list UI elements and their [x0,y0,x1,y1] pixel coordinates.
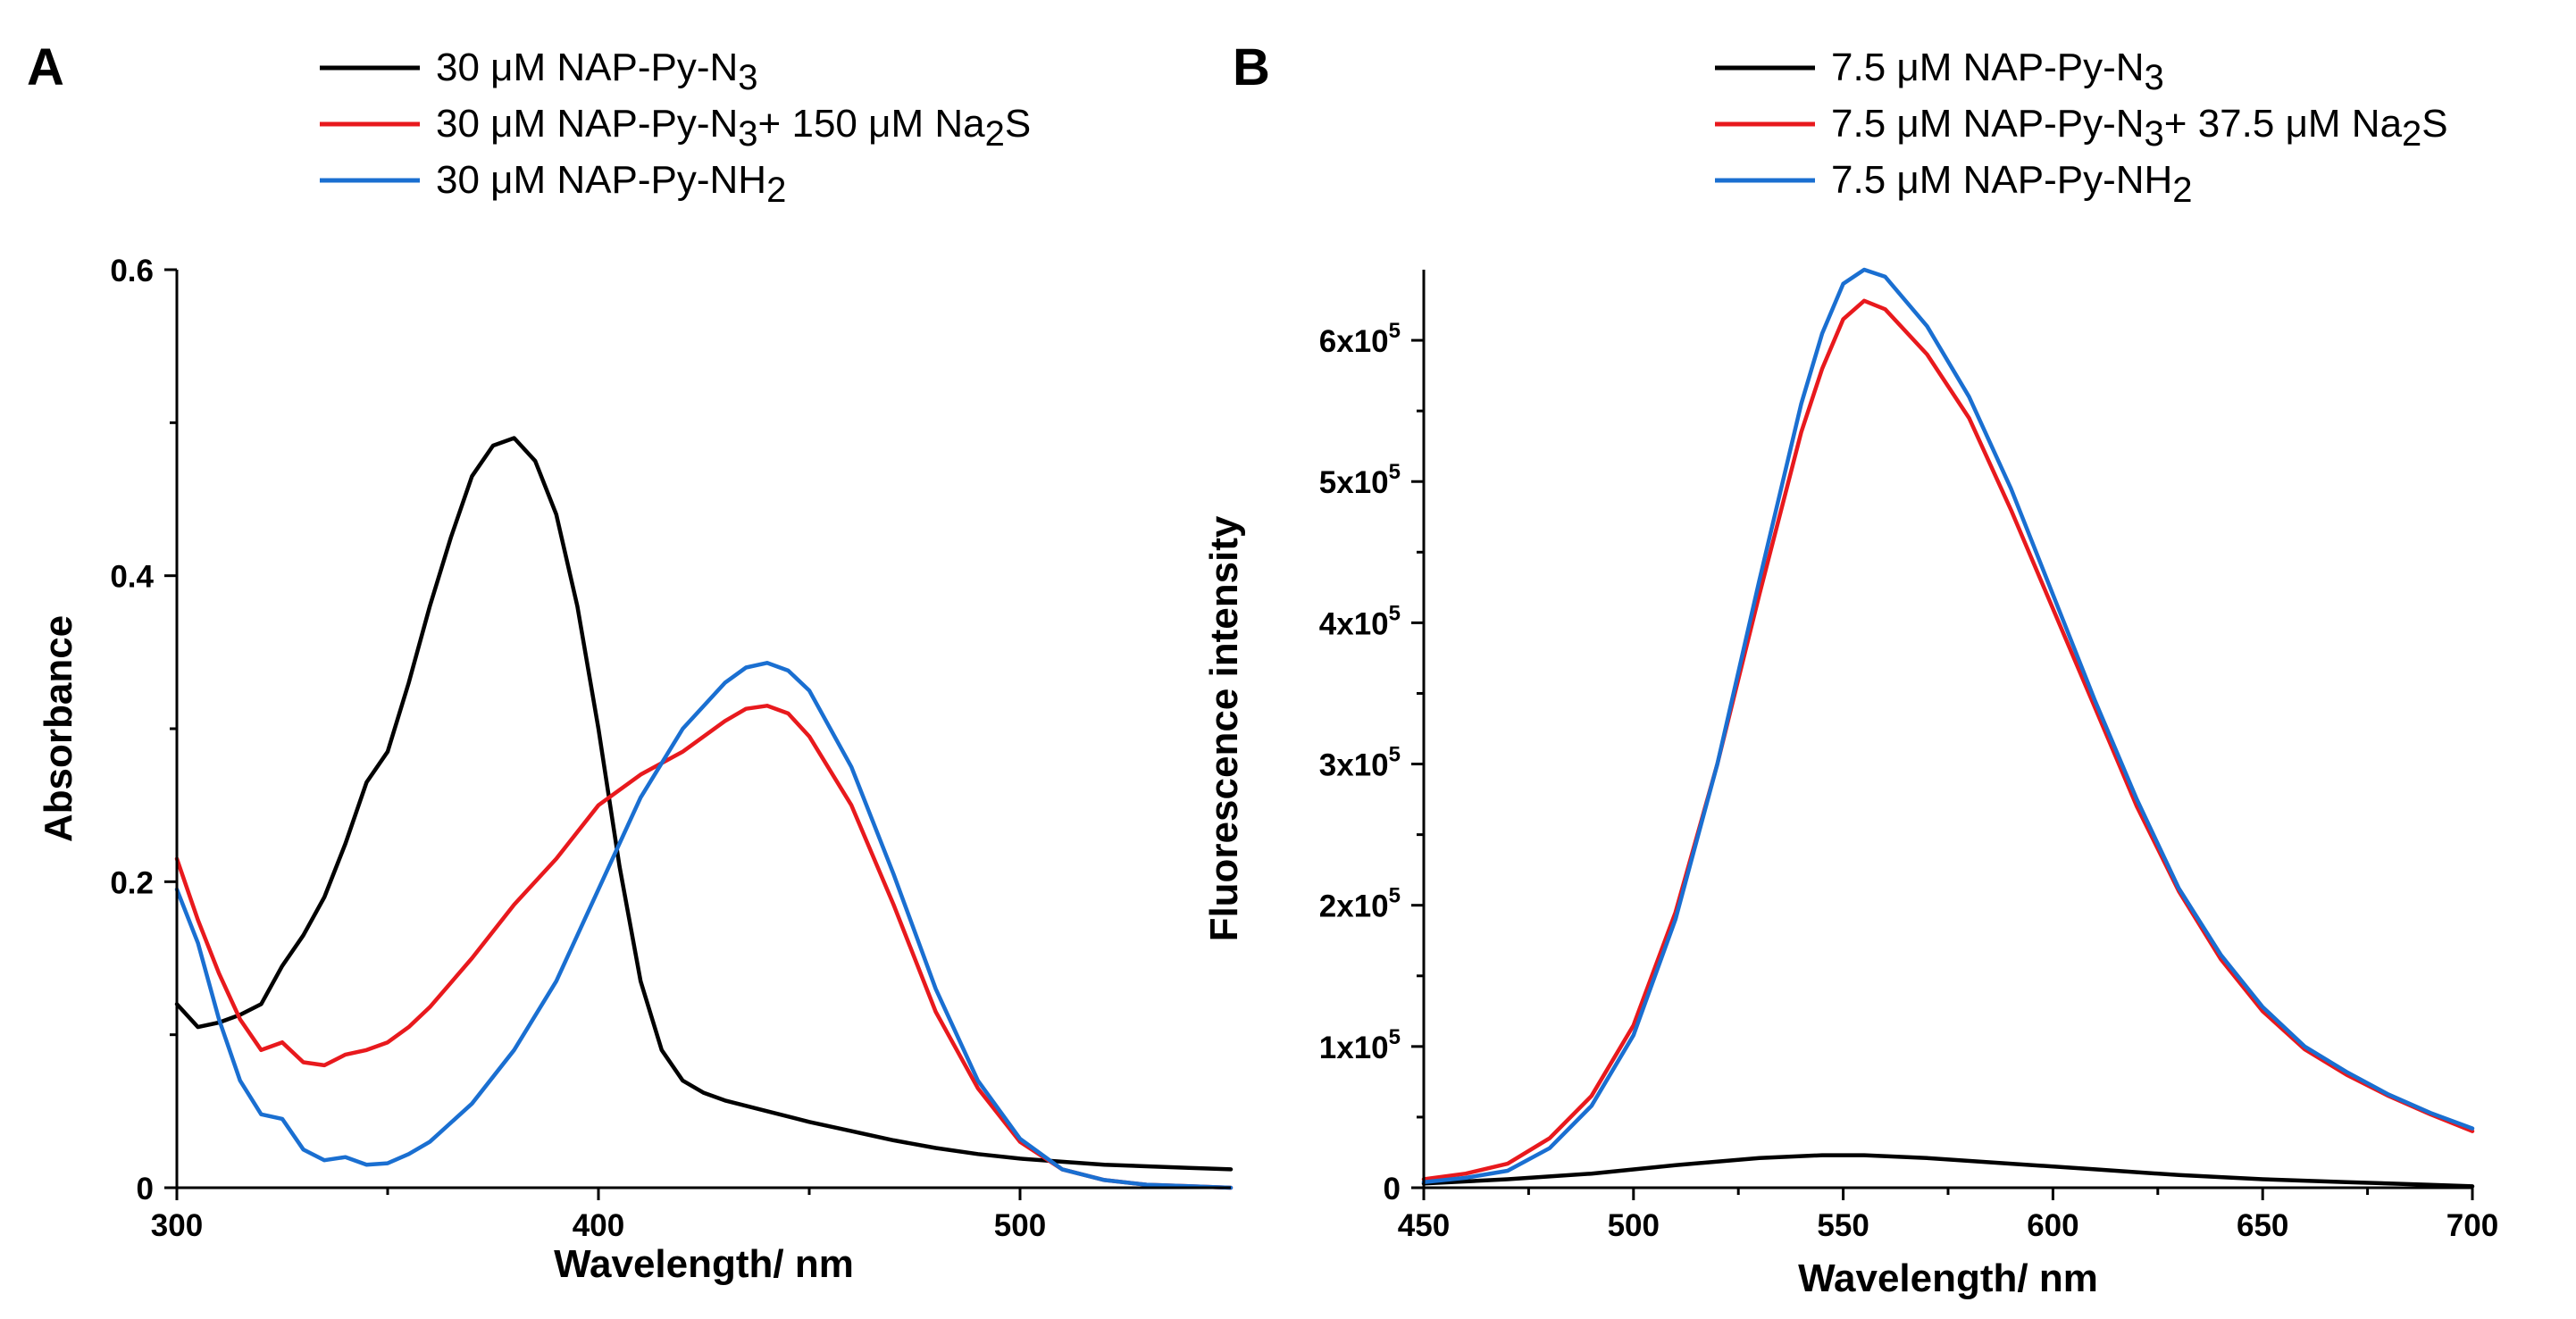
series-line-3 [174,661,1234,1190]
panel-a-label: A [27,38,64,96]
y-tick-label: 2x105 [1319,884,1401,924]
y-tick-label: 0 [137,1172,154,1206]
panel-b-legend: 7.5 μM NAP-Py-N37.5 μM NAP-Py-N3+ 37.5 μ… [1715,46,2448,210]
y-tick-label: 5x105 [1319,460,1401,500]
legend-entry-3: 30 μM NAP-Py-NH2 [436,158,786,210]
x-tick-label: 600 [2027,1208,2078,1243]
y-tick-label: 6x105 [1319,319,1401,359]
legend-entry-3: 7.5 μM NAP-Py-NH2 [1831,158,2193,210]
legend-entry-2: 30 μM NAP-Py-N3+ 150 μM Na2S [436,102,1031,154]
y-tick-label: 0.2 [110,865,154,900]
x-tick-label: 400 [573,1208,624,1243]
series-line-1 [1421,1153,2475,1189]
y-tick-label: 0.6 [110,254,154,288]
panel-b-y-axis-label: Fluorescence intensity [1202,515,1246,941]
panel-b-x-axis-label: Wavelength/ nm [1798,1256,2098,1300]
legend-entry-2: 7.5 μM NAP-Py-N3+ 37.5 μM Na2S [1831,102,2448,154]
x-tick-label: 500 [994,1208,1046,1243]
legend-entry-1: 30 μM NAP-Py-N3 [436,46,758,97]
y-tick-label: 0.4 [110,560,154,595]
panel-b-axes: 450 500 550 600 650 700 0 1x105 2x105 3x105 4x105 5… [1319,270,2498,1243]
series-line-2 [174,704,1234,1190]
series-line-2 [1421,298,2475,1181]
y-tick-label: 1x105 [1319,1025,1401,1065]
series-line-3 [1421,267,2475,1184]
panel-a-y-axis-label: Absorbance [37,615,80,842]
y-tick-label: 3x105 [1319,743,1401,783]
x-tick-label: 650 [2237,1208,2288,1243]
panel-a-plot-area [174,436,1234,1190]
x-tick-label: 550 [1817,1208,1869,1243]
x-tick-label: 450 [1398,1208,1450,1243]
series-line-1 [174,436,1234,1172]
panel-b-plot-area [1421,267,2475,1189]
panel-b-fluorescence-chart: B 7.5 μM NAP-Py-N37.5 μM NAP-Py-N3+ 37.5… [1202,38,2498,1300]
panel-a-axes: 300 400 500 0 0.2 0.4 0.6 [110,254,1231,1243]
y-tick-label: 0 [1384,1172,1401,1206]
x-tick-label: 300 [151,1208,203,1243]
panel-b-label: B [1233,38,1270,96]
y-tick-label: 4x105 [1319,601,1401,641]
panel-a-x-axis-label: Wavelength/ nm [554,1242,854,1286]
legend-entry-1: 7.5 μM NAP-Py-N3 [1831,46,2164,97]
x-tick-label: 700 [2446,1208,2498,1243]
x-tick-label: 500 [1608,1208,1660,1243]
